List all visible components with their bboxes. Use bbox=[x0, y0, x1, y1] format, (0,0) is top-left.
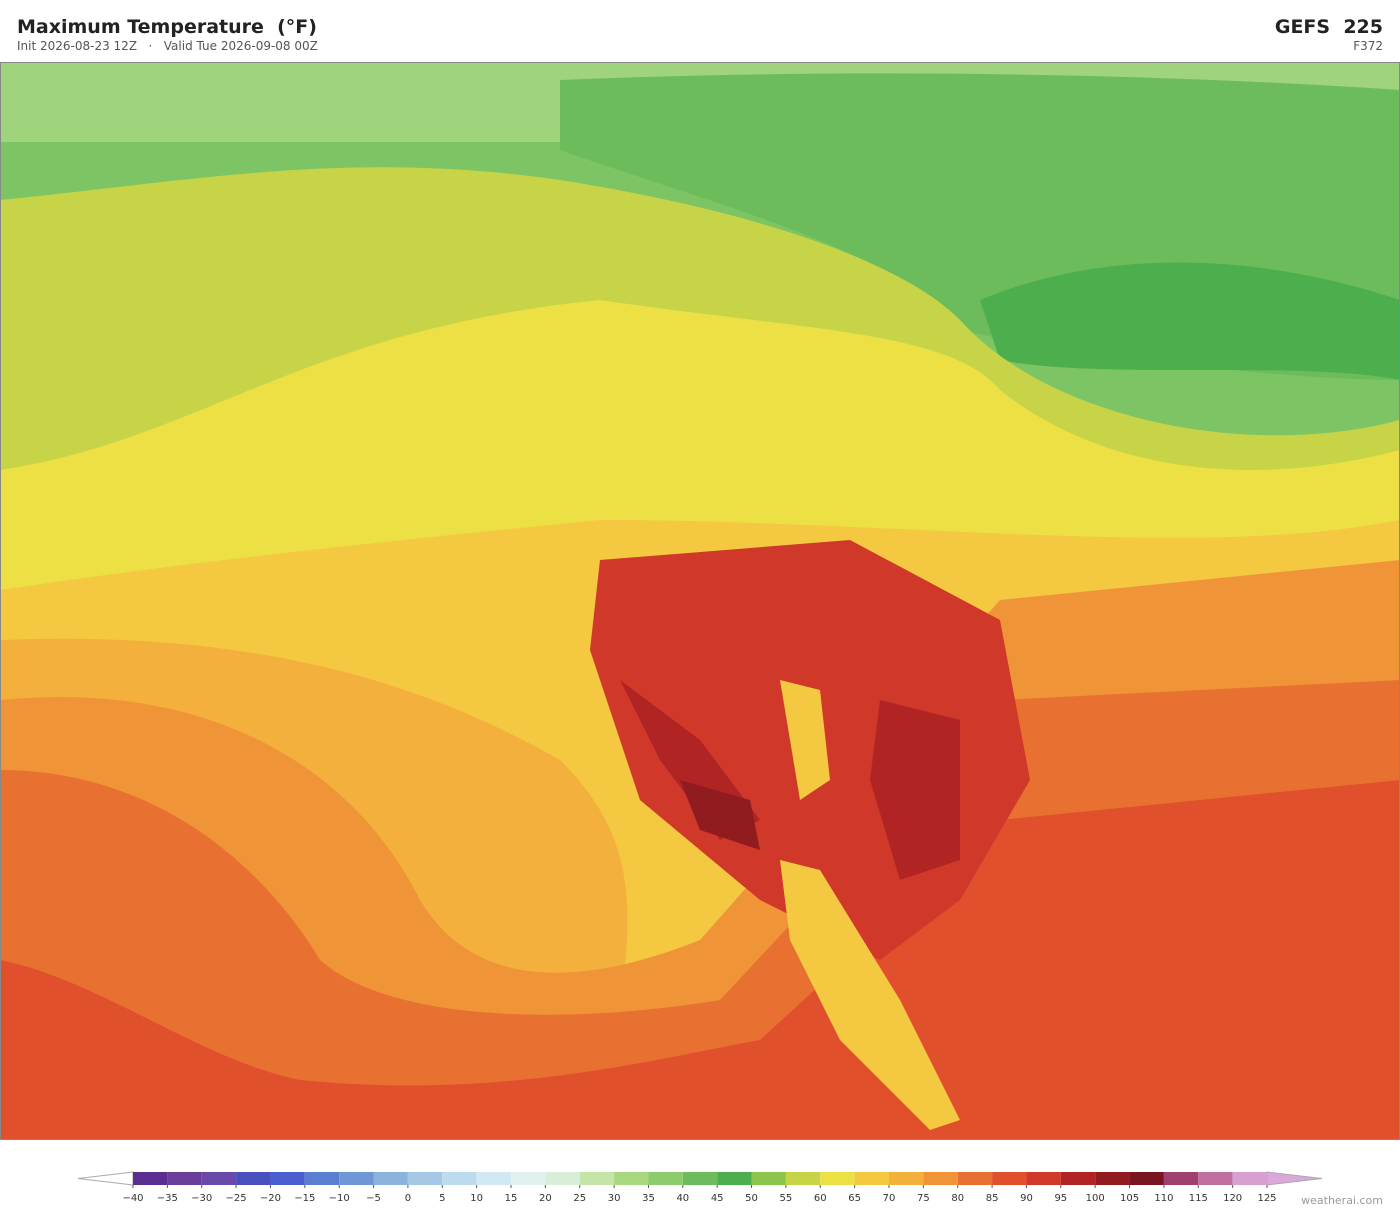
tick-label: 20 bbox=[539, 1193, 552, 1204]
color-bin bbox=[614, 1172, 649, 1185]
tick-label: 15 bbox=[505, 1193, 518, 1204]
color-bin bbox=[1232, 1172, 1267, 1185]
valid-time: Valid Tue 2026-09-08 00Z bbox=[163, 39, 318, 53]
color-bin bbox=[923, 1172, 958, 1185]
color-bin bbox=[820, 1172, 855, 1185]
color-bin bbox=[201, 1172, 237, 1185]
color-bin bbox=[236, 1172, 271, 1185]
tick-label: −10 bbox=[329, 1193, 350, 1204]
tick-label: 40 bbox=[676, 1193, 689, 1204]
tick-label: −5 bbox=[366, 1193, 381, 1204]
color-bin bbox=[304, 1172, 340, 1185]
color-bin bbox=[648, 1172, 683, 1185]
color-bin bbox=[1129, 1172, 1164, 1185]
title: Maximum Temperature (°F) bbox=[17, 16, 317, 38]
color-bin bbox=[992, 1172, 1027, 1185]
color-bin bbox=[167, 1172, 202, 1185]
color-bin bbox=[785, 1172, 821, 1185]
color-bin bbox=[442, 1172, 477, 1185]
tick-label: 55 bbox=[780, 1193, 793, 1204]
color-bin bbox=[133, 1172, 168, 1185]
tick-label: 10 bbox=[470, 1193, 483, 1204]
color-bin bbox=[751, 1172, 786, 1185]
tick-label: 95 bbox=[1054, 1193, 1067, 1204]
color-bin bbox=[957, 1172, 993, 1185]
tick-label: 125 bbox=[1257, 1193, 1276, 1204]
tick-label: 25 bbox=[573, 1193, 586, 1204]
tick-label: 65 bbox=[848, 1193, 861, 1204]
color-bin bbox=[1060, 1172, 1096, 1185]
color-bin bbox=[545, 1172, 580, 1185]
colorbar: weatherai.com −40 −35 −30 −25 −20 −15 −10 −5 0 5 1… bbox=[77, 1171, 1383, 1207]
tick-label: −40 bbox=[122, 1193, 143, 1204]
model: GEFS 225 bbox=[1274, 16, 1383, 38]
tick-label: 50 bbox=[745, 1193, 758, 1204]
color-bin bbox=[682, 1172, 718, 1185]
tick-label: 115 bbox=[1189, 1193, 1208, 1204]
credit: weatherai.com bbox=[1301, 1194, 1383, 1207]
color-bin bbox=[1198, 1172, 1233, 1185]
under-triangle bbox=[77, 1171, 134, 1186]
tick-label: 105 bbox=[1120, 1193, 1139, 1204]
tick-label: 85 bbox=[986, 1193, 999, 1204]
init-time: Init 2026-08-23 12Z bbox=[17, 39, 138, 53]
tick-label: −25 bbox=[226, 1193, 247, 1204]
tick-label: 60 bbox=[814, 1193, 827, 1204]
color-bin bbox=[339, 1172, 374, 1185]
tick-label: 90 bbox=[1020, 1193, 1033, 1204]
over-triangle bbox=[1266, 1171, 1323, 1186]
color-bin bbox=[717, 1172, 752, 1185]
tick-label: −30 bbox=[191, 1193, 212, 1204]
color-bin bbox=[889, 1172, 924, 1185]
tick-label: 30 bbox=[608, 1193, 621, 1204]
color-bin bbox=[476, 1172, 511, 1185]
tick-label: 35 bbox=[642, 1193, 655, 1204]
tick-label: 70 bbox=[883, 1193, 896, 1204]
subtitle: Init 2026-08-23 12Z · Valid Tue 2026-09-… bbox=[17, 39, 318, 53]
forecast-hour: F372 bbox=[1353, 39, 1383, 53]
tick-label: 5 bbox=[439, 1193, 445, 1204]
tick-label: 80 bbox=[951, 1193, 964, 1204]
tick-label: 110 bbox=[1154, 1193, 1173, 1204]
color-bin bbox=[1026, 1172, 1061, 1185]
tick-label: −20 bbox=[260, 1193, 281, 1204]
tick-label: 75 bbox=[917, 1193, 930, 1204]
tick-label: −35 bbox=[157, 1193, 178, 1204]
color-bin bbox=[1163, 1172, 1199, 1185]
color-bin bbox=[579, 1172, 615, 1185]
color-bin bbox=[373, 1172, 408, 1185]
color-bin bbox=[854, 1172, 889, 1185]
tick-label: 45 bbox=[711, 1193, 724, 1204]
color-bin bbox=[407, 1172, 443, 1185]
color-bin bbox=[1095, 1172, 1130, 1185]
map bbox=[0, 62, 1400, 1140]
color-bin bbox=[511, 1172, 546, 1185]
tick-label: 100 bbox=[1086, 1193, 1105, 1204]
color-bin bbox=[270, 1172, 305, 1185]
separator: · bbox=[148, 39, 153, 53]
tick-label: 0 bbox=[405, 1193, 411, 1204]
tick-label: −15 bbox=[294, 1193, 315, 1204]
tick-label: 120 bbox=[1223, 1193, 1242, 1204]
